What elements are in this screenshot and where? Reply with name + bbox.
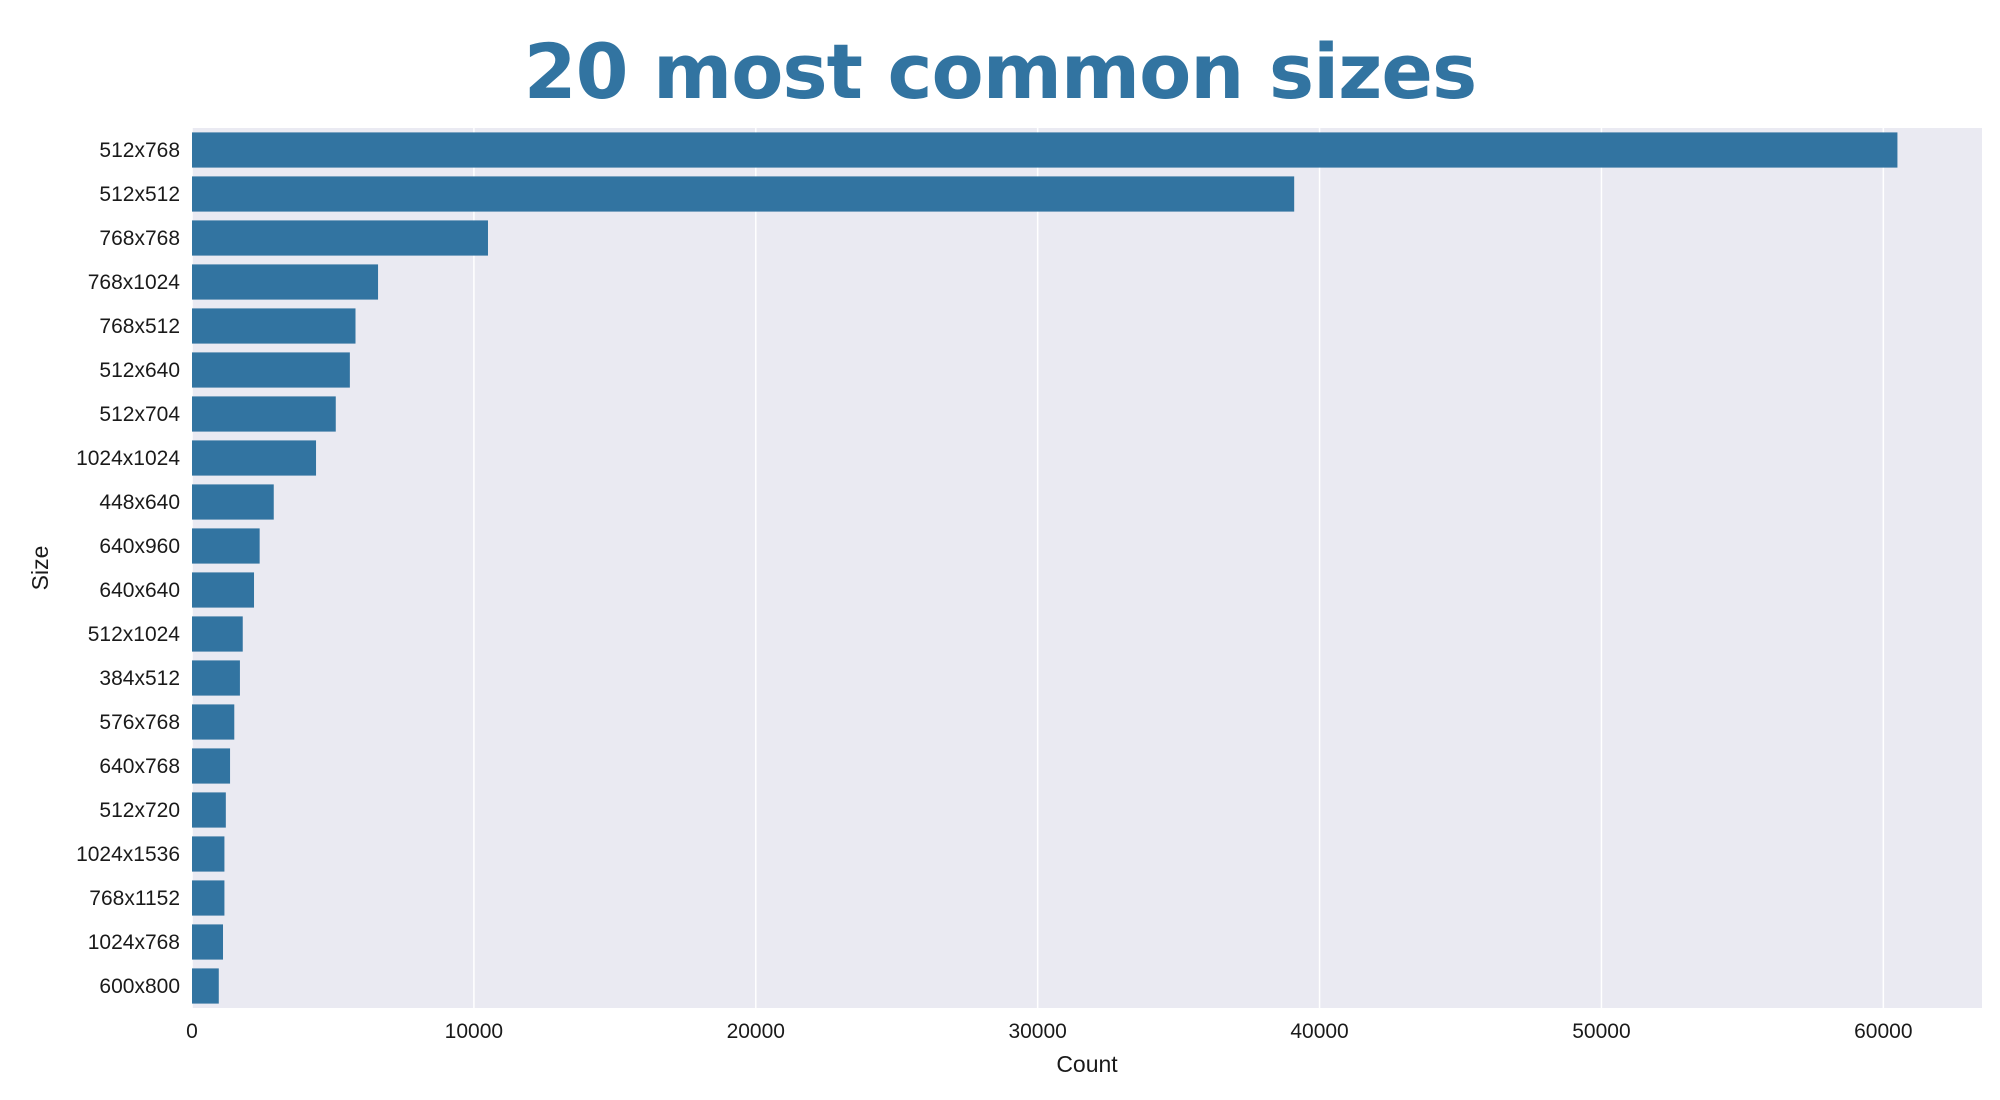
bar-1024x768: [192, 924, 224, 960]
x-axis-label: Count: [1056, 1051, 1118, 1077]
bar-512x768: [192, 132, 1898, 168]
y-tick-label: 448x640: [99, 491, 180, 514]
y-axis-label: Size: [27, 546, 53, 591]
y-tick-labels: 512x768 512x512 768x768 768x1024 768x512 512x…: [76, 139, 180, 998]
bar-768x512: [192, 308, 356, 344]
bar-640x768: [192, 748, 231, 784]
x-tick-label: 50000: [1572, 1020, 1630, 1043]
bar-512x1024: [192, 616, 243, 652]
y-tick-label: 512x512: [99, 183, 180, 206]
bar-576x768: [192, 704, 235, 740]
y-tick-label: 384x512: [99, 667, 180, 690]
y-tick-label: 768x1024: [88, 271, 181, 294]
bar-512x512: [192, 176, 1295, 212]
y-tick-label: 640x960: [99, 535, 180, 558]
y-tick-label: 640x768: [99, 755, 180, 778]
x-tick-label: 10000: [445, 1020, 503, 1043]
y-tick-label: 1024x1024: [76, 447, 180, 470]
y-tick-label: 512x1024: [88, 623, 181, 646]
plot-area: [192, 128, 1982, 1008]
x-tick-labels: 0 10000 20000 30000 40000 50000 60000: [186, 1020, 1912, 1043]
y-tick-label: 1024x1536: [76, 843, 180, 866]
y-tick-label: 600x800: [99, 975, 180, 998]
bar-1024x1536: [192, 836, 225, 872]
bar-600x800: [192, 968, 219, 1004]
x-tick-label: 60000: [1854, 1020, 1912, 1043]
y-tick-label: 768x1152: [89, 887, 180, 910]
bar-512x640: [192, 352, 350, 388]
bar-640x960: [192, 528, 260, 564]
bar-768x768: [192, 220, 488, 256]
chart-title: 20 most common sizes: [523, 27, 1477, 116]
bar-448x640: [192, 484, 274, 520]
x-tick-label: 40000: [1290, 1020, 1348, 1043]
y-tick-label: 512x768: [99, 139, 180, 162]
bars: [192, 132, 1898, 1004]
y-tick-label: 1024x768: [88, 931, 180, 954]
x-tick-label: 30000: [1008, 1020, 1066, 1043]
bar-512x704: [192, 396, 336, 432]
y-tick-label: 512x640: [99, 359, 180, 382]
x-tick-label: 0: [186, 1020, 198, 1043]
bar-640x640: [192, 572, 255, 608]
y-tick-label: 768x768: [99, 227, 180, 250]
bar-768x1024: [192, 264, 379, 300]
y-tick-label: 640x640: [99, 579, 180, 602]
bar-768x1152: [192, 880, 225, 916]
bar-512x720: [192, 792, 226, 828]
bar-1024x1024: [192, 440, 317, 476]
y-tick-label: 576x768: [99, 711, 180, 734]
x-tick-label: 20000: [727, 1020, 785, 1043]
y-tick-label: 512x720: [99, 799, 180, 822]
y-tick-label: 512x704: [99, 403, 180, 426]
bar-384x512: [192, 660, 240, 696]
y-tick-label: 768x512: [99, 315, 180, 338]
